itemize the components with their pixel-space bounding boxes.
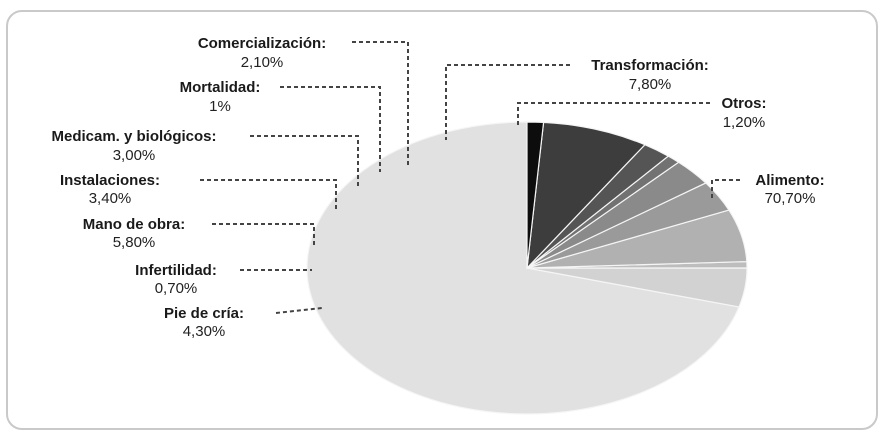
label-instalaciones: Instalaciones: bbox=[60, 172, 160, 189]
label-pie-de-cria: Pie de cría: bbox=[164, 305, 244, 322]
pie-slice-0 bbox=[306, 121, 740, 415]
value-mano-de-obra: 5,80% bbox=[113, 234, 156, 251]
label-otros: Otros: bbox=[722, 95, 767, 112]
pie-slice-9 bbox=[526, 121, 545, 269]
leader-medicamentos bbox=[250, 135, 359, 188]
label-mortalidad: Mortalidad: bbox=[180, 79, 261, 96]
label-alimento: Alimento: bbox=[755, 172, 824, 189]
value-comercializacion: 2,10% bbox=[241, 54, 284, 71]
label-medicamentos: Medicam. y biológicos: bbox=[51, 128, 216, 145]
value-otros: 1,20% bbox=[723, 114, 766, 131]
leader-comercializacion bbox=[352, 41, 409, 165]
leader-alimento bbox=[711, 179, 740, 198]
value-infertilidad: 0,70% bbox=[155, 280, 198, 297]
pie-slice-8 bbox=[526, 121, 646, 270]
label-transformacion: Transformación: bbox=[591, 57, 709, 74]
value-alimento: 70,70% bbox=[765, 190, 816, 207]
label-infertilidad: Infertilidad: bbox=[135, 262, 217, 279]
leader-mano-de-obra bbox=[212, 223, 315, 248]
value-mortalidad: 1% bbox=[209, 98, 231, 115]
leader-pie-de-cria bbox=[275, 307, 323, 314]
leader-instalaciones bbox=[200, 179, 337, 210]
value-instalaciones: 3,40% bbox=[89, 190, 132, 207]
value-pie-de-cria: 4,30% bbox=[183, 323, 226, 340]
label-comercializacion: Comercialización: bbox=[198, 35, 326, 52]
value-medicamentos: 3,00% bbox=[113, 147, 156, 164]
leader-mortalidad bbox=[280, 86, 381, 172]
label-mano-de-obra: Mano de obra: bbox=[83, 216, 186, 233]
value-transformacion: 7,80% bbox=[629, 76, 672, 93]
leader-otros bbox=[517, 102, 710, 128]
